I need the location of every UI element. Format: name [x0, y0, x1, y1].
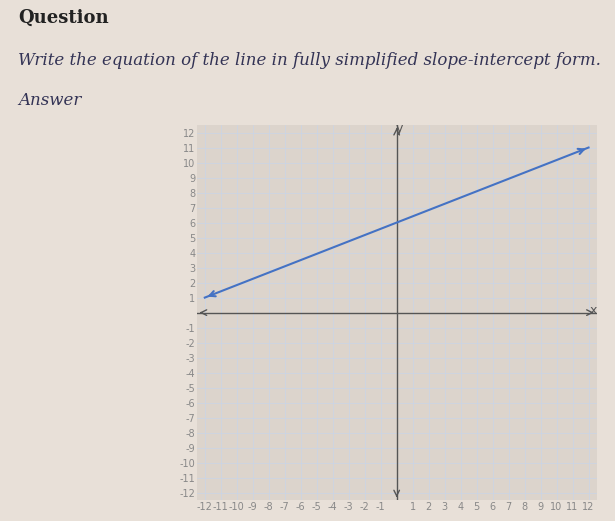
Text: Write the equation of the line in fully simplified slope-intercept form.: Write the equation of the line in fully … — [18, 52, 601, 69]
Text: Question: Question — [18, 9, 109, 27]
Text: Answer: Answer — [18, 92, 82, 109]
Text: x: x — [590, 304, 597, 317]
Text: y: y — [395, 121, 403, 134]
